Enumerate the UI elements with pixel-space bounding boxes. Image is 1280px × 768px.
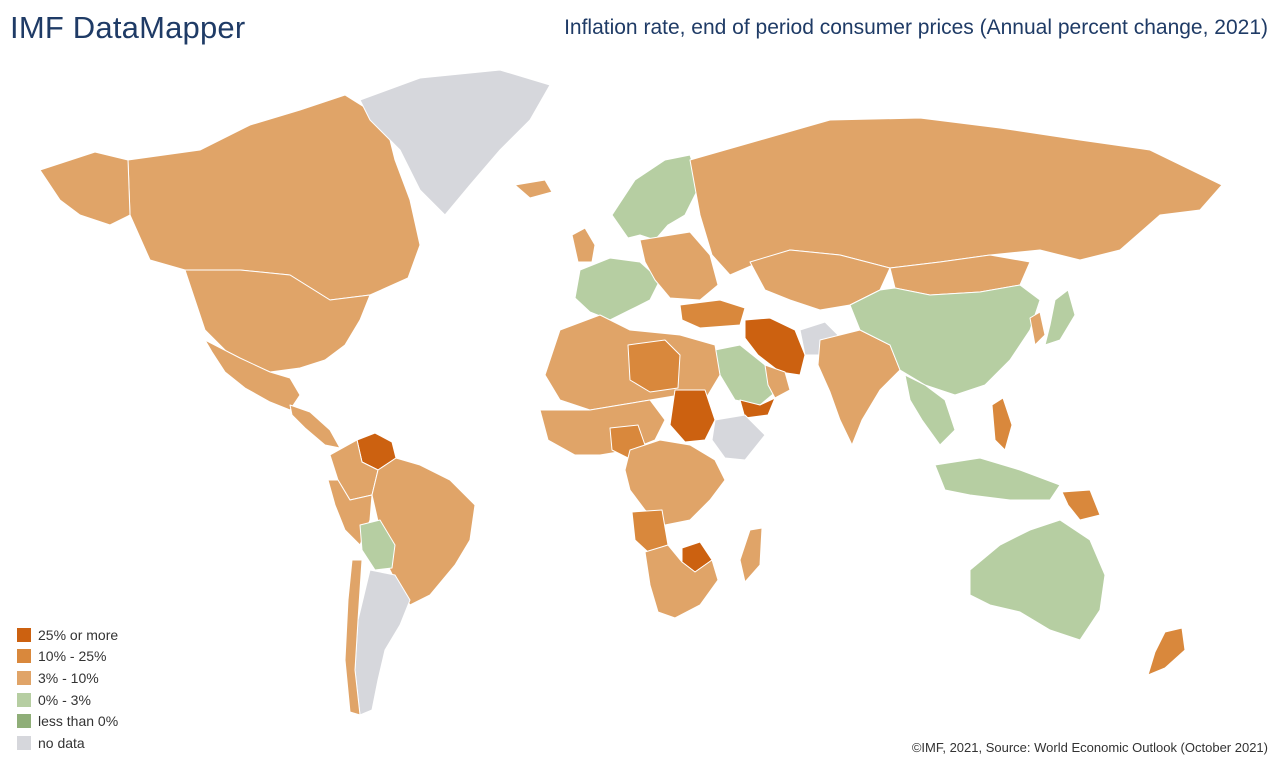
region-angola[interactable] [631, 509, 669, 553]
region-sudan[interactable] [669, 389, 716, 443]
brand-title: IMF DataMapper [10, 10, 246, 45]
region-argentina[interactable] [354, 569, 411, 716]
region-iceland[interactable] [514, 179, 553, 199]
region-saudi-arabia[interactable] [714, 344, 779, 406]
region-scandinavia[interactable] [611, 154, 701, 241]
legend-label: less than 0% [38, 713, 119, 730]
region-southern-africa[interactable] [644, 544, 719, 619]
region-australia[interactable] [969, 519, 1106, 641]
region-oman[interactable] [764, 364, 791, 399]
region-bolivia[interactable] [359, 519, 396, 571]
region-libya[interactable] [627, 339, 681, 393]
legend-swatch [17, 692, 31, 707]
region-greenland[interactable] [359, 69, 551, 216]
region-mexico[interactable] [204, 339, 301, 411]
legend-item-25-or-more: 25% or more [17, 624, 118, 646]
legend-swatch [17, 649, 31, 664]
legend-swatch [17, 735, 31, 750]
region-alaska[interactable] [39, 151, 131, 226]
legend-item-less-than-0: less than 0% [17, 710, 118, 732]
legend-item-3-to-10: 3% - 10% [17, 667, 118, 689]
region-eastern-europe[interactable] [639, 231, 719, 301]
legend-label: no data [38, 734, 85, 751]
legend-item-0-to-3: 0% - 3% [17, 689, 118, 711]
region-russia[interactable] [689, 117, 1223, 276]
region-korea[interactable] [1029, 311, 1046, 346]
region-uk[interactable] [571, 227, 596, 263]
region-new-zealand[interactable] [1147, 627, 1186, 676]
region-iran[interactable] [744, 317, 806, 376]
legend-label: 0% - 3% [38, 691, 91, 708]
legend-label: 25% or more [38, 626, 119, 643]
region-madagascar[interactable] [739, 527, 763, 583]
region-central-america[interactable] [289, 404, 341, 449]
legend-swatch [17, 627, 31, 642]
region-india[interactable] [817, 329, 901, 446]
map-title: Inflation rate, end of period consumer p… [564, 16, 1268, 39]
region-china[interactable] [849, 284, 1041, 396]
legend-item-10-to-25: 10% - 25% [17, 646, 118, 668]
region-western-europe[interactable] [574, 257, 661, 321]
legend-label: 10% - 25% [38, 648, 107, 665]
region-chile[interactable] [344, 559, 363, 716]
region-southeast-asia[interactable] [904, 374, 956, 446]
region-papua-new-guinea[interactable] [1061, 489, 1101, 521]
region-turkey[interactable] [679, 299, 746, 329]
region-ethiopia[interactable] [711, 414, 766, 461]
region-usa[interactable] [184, 269, 371, 373]
region-central-africa[interactable] [624, 439, 726, 526]
region-indonesia[interactable] [934, 457, 1061, 501]
region-canada[interactable] [127, 94, 421, 301]
legend-swatch [17, 670, 31, 685]
legend-label: 3% - 10% [38, 669, 99, 686]
region-japan[interactable] [1044, 289, 1076, 346]
legend-swatch [17, 714, 31, 729]
legend: 25% or more 10% - 25% 3% - 10% 0% - 3% l… [17, 624, 118, 754]
source-credit: ©IMF, 2021, Source: World Economic Outlo… [911, 740, 1268, 755]
legend-item-no-data: no data [17, 732, 118, 754]
region-philippines[interactable] [991, 397, 1013, 451]
